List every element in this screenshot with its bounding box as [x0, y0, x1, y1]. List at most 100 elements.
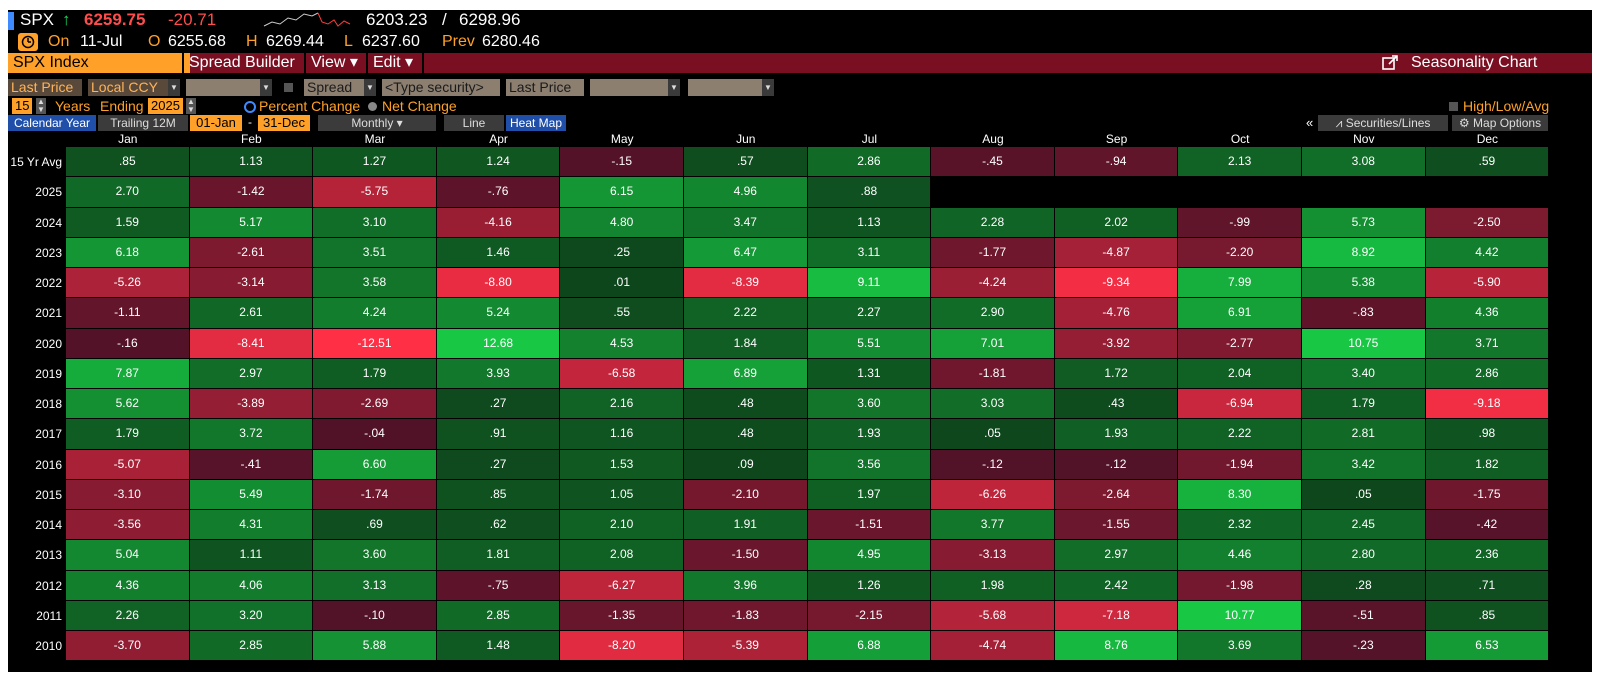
- heatmap-cell[interactable]: 10.77: [1178, 600, 1302, 631]
- heatmap-cell[interactable]: -1.42: [189, 177, 314, 208]
- heatmap-cell[interactable]: -3.70: [66, 631, 190, 662]
- net-change-radio[interactable]: [368, 102, 377, 111]
- heatmap-cell[interactable]: 6.47: [684, 237, 808, 268]
- edit-menu[interactable]: Edit ▾: [373, 54, 414, 71]
- heatmap-cell[interactable]: 1.13: [807, 207, 932, 238]
- heatmap-cell[interactable]: -4.16: [436, 207, 561, 238]
- heatmap-cell[interactable]: .01: [560, 268, 684, 299]
- security-input[interactable]: <Type security>: [382, 79, 500, 96]
- heatmap-cell[interactable]: 4.46: [1178, 540, 1302, 571]
- heatmap-cell[interactable]: 2.36: [1425, 540, 1550, 571]
- heatmap-cell[interactable]: 3.71: [1425, 328, 1550, 359]
- heatmap-cell[interactable]: 9.11: [807, 268, 932, 299]
- heatmap-cell[interactable]: 2.04: [1178, 358, 1302, 389]
- heatmap-cell[interactable]: 8.30: [1178, 479, 1302, 510]
- heatmap-cell[interactable]: .85: [66, 147, 190, 178]
- heatmap-cell[interactable]: -8.39: [684, 268, 808, 299]
- tab-calendar-year[interactable]: Calendar Year: [8, 115, 96, 131]
- map-options-button[interactable]: ⚙ Map Options: [1452, 115, 1548, 131]
- heatmap-cell[interactable]: 6.88: [807, 631, 932, 662]
- heatmap-cell[interactable]: -1.50: [684, 540, 808, 571]
- tab-trailing-12m[interactable]: Trailing 12M: [98, 115, 188, 131]
- heatmap-cell[interactable]: .71: [1425, 570, 1550, 601]
- end-year-stepper[interactable]: ▲ ▼: [186, 97, 196, 114]
- heatmap-cell[interactable]: 1.98: [931, 570, 1055, 601]
- heatmap-cell[interactable]: -1.98: [1178, 570, 1302, 601]
- heatmap-cell[interactable]: 2.97: [189, 358, 314, 389]
- heatmap-cell[interactable]: 1.72: [1054, 358, 1179, 389]
- heatmap-cell[interactable]: 6.15: [560, 177, 684, 208]
- heatmap-cell[interactable]: 5.04: [66, 540, 190, 571]
- heatmap-cell[interactable]: 3.20: [189, 600, 314, 631]
- heatmap-cell[interactable]: 6.53: [1425, 631, 1550, 662]
- heatmap-cell[interactable]: -5.75: [313, 177, 437, 208]
- heatmap-cell[interactable]: 2.32: [1178, 510, 1302, 541]
- heatmap-cell[interactable]: .62: [436, 510, 561, 541]
- heatmap-cell[interactable]: .69: [313, 510, 437, 541]
- heatmap-cell[interactable]: 1.31: [807, 358, 932, 389]
- end-year-input[interactable]: 2025: [148, 98, 183, 114]
- heatmap-cell[interactable]: 1.93: [1054, 419, 1179, 450]
- heatmap-cell[interactable]: 1.16: [560, 419, 684, 450]
- blank-select-3[interactable]: [688, 79, 762, 96]
- heatmap-cell[interactable]: 1.82: [1425, 449, 1550, 480]
- heatmap-cell[interactable]: 1.97: [807, 479, 932, 510]
- heatmap-cell[interactable]: 2.10: [560, 510, 684, 541]
- heatmap-cell[interactable]: 2.45: [1302, 510, 1426, 541]
- heatmap-cell[interactable]: 3.11: [807, 237, 932, 268]
- heatmap-cell[interactable]: .43: [1054, 389, 1179, 420]
- heatmap-cell[interactable]: -.94: [1054, 147, 1179, 178]
- heatmap-cell[interactable]: 5.62: [66, 389, 190, 420]
- blank-dropdown-icon-3[interactable]: ▼: [762, 79, 774, 96]
- heatmap-cell[interactable]: -1.77: [931, 237, 1055, 268]
- heatmap-cell[interactable]: 4.42: [1425, 237, 1550, 268]
- frequency-select[interactable]: Monthly ▾: [318, 115, 436, 131]
- heatmap-cell[interactable]: 1.27: [313, 147, 437, 178]
- heatmap-cell[interactable]: -8.41: [189, 328, 314, 359]
- spread-checkbox[interactable]: [284, 83, 293, 92]
- heatmap-cell[interactable]: -6.58: [560, 358, 684, 389]
- heatmap-cell[interactable]: 3.96: [684, 570, 808, 601]
- heatmap-cell[interactable]: 1.84: [684, 328, 808, 359]
- blank-select-2[interactable]: [590, 79, 668, 96]
- heatmap-cell[interactable]: -3.56: [66, 510, 190, 541]
- heatmap-cell[interactable]: 2.70: [66, 177, 190, 208]
- heatmap-cell[interactable]: 1.05: [560, 479, 684, 510]
- heatmap-cell[interactable]: 3.58: [313, 268, 437, 299]
- heatmap-cell[interactable]: -6.27: [560, 570, 684, 601]
- field-select-secondary[interactable]: Last Price: [506, 79, 584, 96]
- heatmap-cell[interactable]: -.12: [931, 449, 1055, 480]
- heatmap-cell[interactable]: 4.24: [313, 298, 437, 329]
- heatmap-cell[interactable]: 3.13: [313, 570, 437, 601]
- heatmap-cell[interactable]: -2.10: [684, 479, 808, 510]
- heatmap-cell[interactable]: 5.49: [189, 479, 314, 510]
- heatmap-cell[interactable]: -5.68: [931, 600, 1055, 631]
- heatmap-cell[interactable]: 3.72: [189, 419, 314, 450]
- heatmap-cell[interactable]: -.99: [1178, 207, 1302, 238]
- heatmap-cell[interactable]: -2.64: [1054, 479, 1179, 510]
- heatmap-cell[interactable]: 2.97: [1054, 540, 1179, 571]
- heatmap-cell[interactable]: .57: [684, 147, 808, 178]
- heatmap-cell[interactable]: -1.83: [684, 600, 808, 631]
- heatmap-cell[interactable]: 4.31: [189, 510, 314, 541]
- blank-dropdown-icon-2[interactable]: ▼: [668, 79, 680, 96]
- heatmap-cell[interactable]: -2.20: [1178, 237, 1302, 268]
- heatmap-cell[interactable]: .28: [1302, 570, 1426, 601]
- heatmap-cell[interactable]: -3.13: [931, 540, 1055, 571]
- heatmap-cell[interactable]: 1.46: [436, 237, 561, 268]
- heatmap-cell[interactable]: -8.20: [560, 631, 684, 662]
- heatmap-cell[interactable]: -.23: [1302, 631, 1426, 662]
- heatmap-cell[interactable]: 3.03: [931, 389, 1055, 420]
- heatmap-cell[interactable]: 3.40: [1302, 358, 1426, 389]
- heatmap-cell[interactable]: 6.89: [684, 358, 808, 389]
- spread-dropdown-icon[interactable]: ▼: [364, 79, 376, 96]
- heatmap-cell[interactable]: 2.26: [66, 600, 190, 631]
- heatmap-cell[interactable]: 4.96: [684, 177, 808, 208]
- heatmap-cell[interactable]: 7.99: [1178, 268, 1302, 299]
- start-date-input[interactable]: 01-Jan: [190, 115, 242, 131]
- heatmap-cell[interactable]: 3.47: [684, 207, 808, 238]
- heatmap-cell[interactable]: 12.68: [436, 328, 561, 359]
- tab-line[interactable]: Line: [444, 115, 504, 131]
- view-menu[interactable]: View ▾: [311, 54, 358, 71]
- field-select-primary[interactable]: Last Price: [8, 79, 82, 96]
